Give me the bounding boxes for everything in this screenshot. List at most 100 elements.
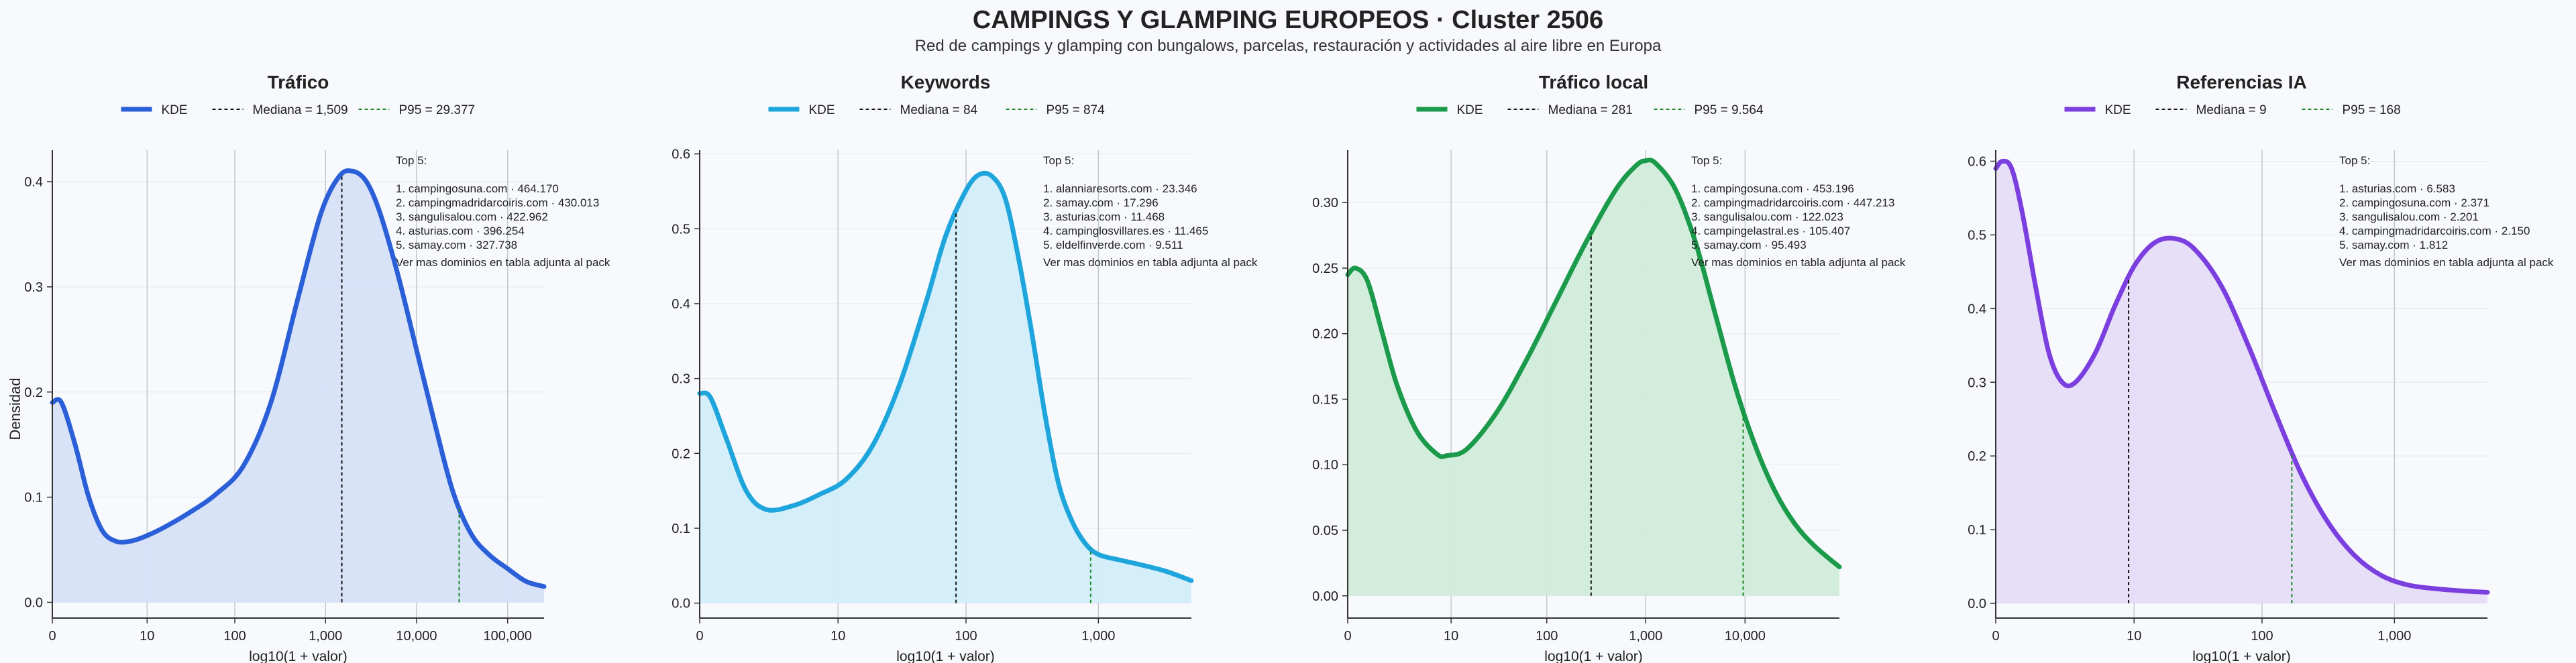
top5-note: Ver mas dominios en tabla adjunta al pac… (1691, 256, 1906, 269)
y-tick-label: 0.4 (1968, 302, 1986, 316)
x-axis-label: log10(1 + valor) (2192, 649, 2291, 663)
top5-item: 3. sangulisalou.com · 422.962 (396, 210, 548, 223)
legend-p95-label: P95 = 874 (1046, 103, 1106, 117)
top5-item: 4. campingelastral.es · 105.407 (1691, 225, 1850, 237)
x-axis-label: log10(1 + valor) (896, 649, 995, 663)
y-tick-label: 0.4 (672, 297, 690, 312)
x-tick-label: 10,000 (1725, 629, 1766, 644)
kde-area (1996, 161, 2487, 604)
x-tick-label: 100,000 (484, 629, 532, 644)
top5-item: 5. samay.com · 95.493 (1691, 239, 1807, 251)
top5-item: 2. campingosuna.com · 2.371 (2339, 196, 2489, 209)
top5-item: 2. campingmadridarcoiris.com · 447.213 (1691, 196, 1894, 209)
figure-title: CAMPINGS Y GLAMPING EUROPEOS · Cluster 2… (973, 6, 1603, 34)
panel-title: Referencias IA (2176, 72, 2307, 93)
top5-item: 5. samay.com · 327.738 (396, 239, 517, 251)
legend-p95-label: P95 = 168 (2343, 103, 2401, 117)
legend: KDE Mediana = 1,509 P95 = 29.377 (121, 103, 476, 117)
x-tick-label: 10 (1444, 629, 1458, 644)
legend: KDE Mediana = 84 P95 = 874 (768, 103, 1106, 117)
kde-line (1993, 158, 2490, 595)
top5-item: 4. asturias.com · 396.254 (396, 225, 525, 237)
figure-subtitle: Red de campings y glamping con bungalows… (915, 37, 1662, 55)
x-tick-label: 10 (2127, 629, 2141, 644)
y-tick-label: 0.3 (24, 280, 43, 295)
legend-p95-label: P95 = 9.564 (1695, 103, 1764, 117)
top5-title: Top 5: (2339, 154, 2370, 167)
top5-note: Ver mas dominios en tabla adjunta al pac… (1043, 256, 1258, 269)
y-axis-label: Densidad (7, 378, 23, 440)
top5-title: Top 5: (1691, 154, 1722, 167)
chart-panel: Keywords KDE Mediana = 84 P95 = 874 0.0 0.1 0.… (672, 72, 1258, 663)
y-tick-label: 0.15 (1312, 392, 1338, 407)
y-tick-label: 0.3 (672, 372, 690, 387)
y-tick-label: 0.1 (24, 491, 43, 505)
panel-title: Keywords (901, 72, 991, 93)
kde-line (1345, 158, 1842, 570)
legend-median-label: Mediana = 281 (1548, 103, 1633, 117)
y-tick-label: 0.1 (1968, 523, 1986, 538)
y-tick-label: 0.25 (1312, 261, 1338, 276)
top5-title: Top 5: (396, 154, 427, 167)
top5-item: 1. campingosuna.com · 453.196 (1691, 182, 1854, 195)
kde-line (50, 168, 547, 589)
chart-panel: Tráfico KDE Mediana = 1,509 P95 = 29.377 0.0… (24, 72, 610, 663)
top5-item: 5. samay.com · 1.812 (2339, 239, 2448, 251)
y-tick-label: 0.5 (672, 222, 690, 237)
chart-panel: Referencias IA KDE Mediana = 9 P95 = 168 0.0… (1968, 72, 2554, 663)
x-tick-label: 0 (48, 629, 56, 644)
legend: KDE Mediana = 281 P95 = 9.564 (1416, 103, 1764, 117)
x-tick-label: 10 (830, 629, 845, 644)
y-tick-label: 0.4 (24, 175, 43, 190)
y-tick-label: 0.0 (672, 597, 690, 611)
y-tick-label: 0.0 (24, 595, 43, 610)
legend-median-label: Mediana = 9 (2196, 103, 2267, 117)
x-tick-label: 100 (955, 629, 977, 644)
top5-title: Top 5: (1043, 154, 1074, 167)
top5-item: 5. eldelfinverde.com · 9.511 (1043, 239, 1183, 251)
x-tick-label: 0 (1344, 629, 1351, 644)
top5-item: 2. samay.com · 17.296 (1043, 196, 1159, 209)
y-tick-label: 0.30 (1312, 196, 1338, 210)
y-tick-label: 0.1 (672, 522, 690, 536)
legend-kde-label: KDE (1457, 103, 1483, 117)
y-tick-label: 0.05 (1312, 524, 1338, 538)
top5-item: 4. campingmadridarcoiris.com · 2.150 (2339, 225, 2530, 237)
top5-item: 3. asturias.com · 11.468 (1043, 210, 1165, 223)
y-tick-label: 0.2 (24, 385, 43, 400)
chart-panel: Tráfico local KDE Mediana = 281 P95 = 9.564… (1312, 72, 1906, 663)
top5-item: 1. asturias.com · 6.583 (2339, 182, 2455, 195)
x-tick-label: 10 (140, 629, 154, 644)
kde-line (697, 170, 1194, 583)
legend-p95-label: P95 = 29.377 (399, 103, 476, 117)
x-axis-label: log10(1 + valor) (249, 649, 347, 663)
legend-kde-label: KDE (2105, 103, 2131, 117)
legend-kde-label: KDE (809, 103, 835, 117)
top5-item: 1. alanniaresorts.com · 23.346 (1043, 182, 1197, 195)
y-tick-label: 0.2 (672, 446, 690, 461)
x-tick-label: 1,000 (309, 629, 342, 644)
x-tick-label: 0 (1992, 629, 1999, 644)
y-tick-label: 0.20 (1312, 327, 1338, 342)
x-axis-label: log10(1 + valor) (1544, 649, 1643, 663)
x-tick-label: 100 (223, 629, 246, 644)
kde-area (52, 170, 544, 603)
y-tick-label: 0.6 (672, 147, 690, 162)
top5-item: 3. sangulisalou.com · 122.023 (1691, 210, 1843, 223)
kde-area (1348, 160, 1839, 596)
x-tick-label: 1,000 (1629, 629, 1662, 644)
x-tick-label: 0 (696, 629, 703, 644)
y-tick-label: 0.10 (1312, 458, 1338, 473)
panel-title: Tráfico local (1539, 72, 1648, 93)
panel-title: Tráfico (268, 72, 329, 93)
x-tick-label: 100 (2251, 629, 2273, 644)
y-tick-label: 0.5 (1968, 228, 1986, 243)
legend: KDE Mediana = 9 P95 = 168 (2064, 103, 2401, 117)
kde-area (700, 173, 1191, 603)
top5-note: Ver mas dominios en tabla adjunta al pac… (2339, 256, 2554, 269)
top5-item: 4. campinglosvillares.es · 11.465 (1043, 225, 1208, 237)
